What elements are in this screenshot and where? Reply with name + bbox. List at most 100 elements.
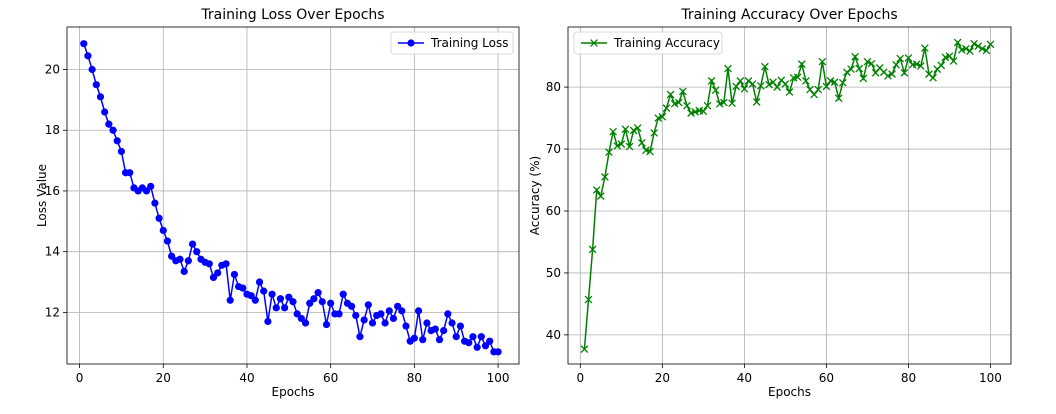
y-tick-label: 14 xyxy=(45,245,60,259)
data-point xyxy=(276,295,285,303)
data-point xyxy=(966,47,974,56)
data-point xyxy=(637,138,646,147)
x-tick-label: 0 xyxy=(76,371,84,385)
x-tick-label: 40 xyxy=(239,371,254,385)
data-point xyxy=(720,98,728,107)
data-point xyxy=(310,295,318,303)
x-tick-label: 40 xyxy=(737,371,752,385)
data-point xyxy=(394,302,402,310)
data-point xyxy=(756,81,765,90)
data-point xyxy=(255,278,264,286)
data-point xyxy=(105,120,113,128)
data-point xyxy=(699,107,708,116)
data-point xyxy=(814,85,823,94)
data-point xyxy=(339,290,347,298)
data-point xyxy=(650,129,658,137)
data-point xyxy=(625,142,634,151)
data-point xyxy=(109,126,117,134)
data-point xyxy=(477,333,485,341)
data-point xyxy=(465,339,473,347)
data-point xyxy=(785,88,794,96)
data-point xyxy=(884,72,892,80)
data-point xyxy=(347,302,356,310)
data-point xyxy=(904,54,913,62)
data-point xyxy=(297,314,305,323)
data-point xyxy=(728,99,736,108)
data-point xyxy=(986,40,995,49)
data-point xyxy=(678,87,687,96)
data-point xyxy=(736,77,745,85)
data-point xyxy=(962,44,970,53)
data-point xyxy=(368,319,377,327)
x-tick-label: 80 xyxy=(901,371,916,385)
data-point xyxy=(982,46,991,55)
data-point xyxy=(900,68,909,77)
data-point xyxy=(953,38,962,47)
data-point xyxy=(435,336,444,344)
data-point xyxy=(398,307,406,315)
series-line xyxy=(583,40,992,350)
data-point xyxy=(360,316,368,324)
chart-title: Training Accuracy Over Epochs xyxy=(680,7,897,23)
data-point xyxy=(142,187,151,195)
data-point xyxy=(80,40,88,48)
data-point xyxy=(629,126,638,135)
data-point xyxy=(410,334,418,342)
data-point xyxy=(605,148,613,156)
data-point xyxy=(601,173,609,181)
data-point xyxy=(448,319,456,327)
data-point xyxy=(318,298,326,306)
data-point xyxy=(230,270,239,279)
data-point xyxy=(239,284,247,292)
data-point xyxy=(301,319,310,327)
data-point xyxy=(92,81,100,89)
data-point xyxy=(285,293,293,301)
legend-label: Training Accuracy xyxy=(613,36,720,50)
data-point xyxy=(377,310,385,318)
data-point xyxy=(88,65,96,74)
data-point xyxy=(609,127,617,136)
data-point xyxy=(264,317,272,326)
data-point xyxy=(214,269,222,277)
data-point xyxy=(389,314,398,323)
data-point xyxy=(423,319,431,327)
data-point xyxy=(117,147,126,156)
data-point xyxy=(272,304,280,312)
x-tick-label: 80 xyxy=(407,371,422,385)
y-axis-label: Accuracy (%) xyxy=(528,156,542,235)
data-point xyxy=(431,325,439,333)
data-point xyxy=(385,307,393,315)
data-point xyxy=(184,257,192,265)
y-tick-label: 16 xyxy=(45,184,60,198)
data-point xyxy=(617,140,626,148)
data-point xyxy=(588,245,597,254)
data-point xyxy=(937,61,946,70)
data-point xyxy=(126,169,134,177)
x-tick-label: 100 xyxy=(979,371,1002,385)
data-point xyxy=(494,348,502,356)
data-point xyxy=(711,86,720,95)
data-point xyxy=(155,214,163,222)
data-point xyxy=(773,83,782,91)
data-point xyxy=(419,336,427,344)
data-point xyxy=(335,310,343,318)
x-axis-label: Epochs xyxy=(272,385,315,399)
data-point xyxy=(222,260,230,268)
data-point xyxy=(356,333,364,341)
data-point xyxy=(113,137,121,145)
data-point xyxy=(444,310,452,318)
data-point xyxy=(481,342,490,350)
chart-title: Training Loss Over Epochs xyxy=(200,7,384,23)
data-point xyxy=(96,93,105,101)
y-tick-label: 60 xyxy=(546,204,561,218)
data-point xyxy=(613,142,622,150)
plot-frame xyxy=(567,26,1012,365)
data-point xyxy=(818,57,827,66)
data-point xyxy=(260,287,268,295)
data-point xyxy=(633,124,642,132)
legend-marker xyxy=(590,39,598,47)
x-tick-label: 100 xyxy=(487,371,510,385)
data-point xyxy=(584,295,593,304)
data-point xyxy=(929,73,937,82)
y-tick-label: 20 xyxy=(45,63,60,77)
